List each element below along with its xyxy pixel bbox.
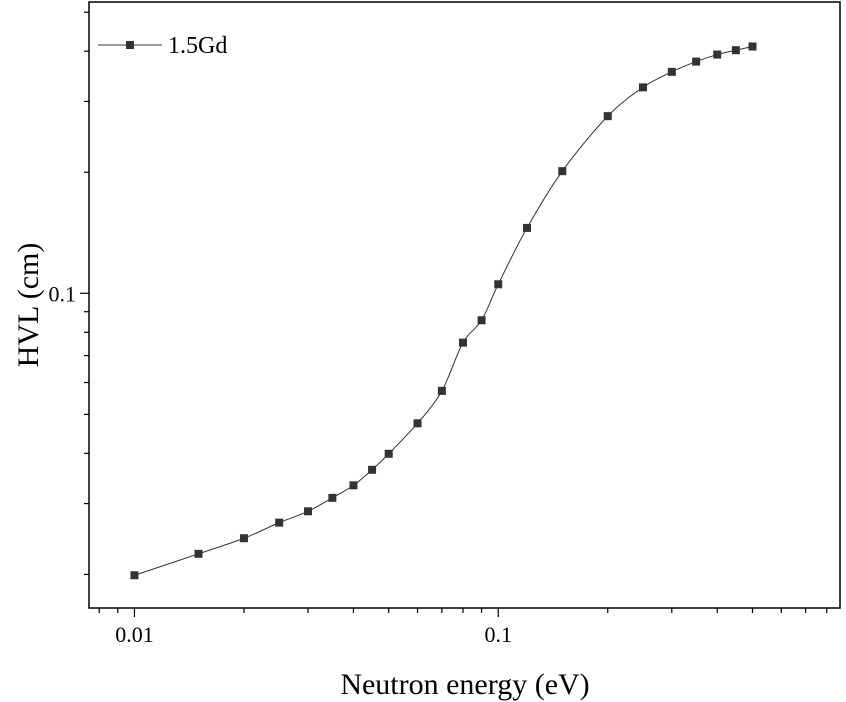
x-axis-ticks: 0.01 0.1 bbox=[98, 608, 828, 647]
data-point bbox=[458, 338, 467, 347]
data-point bbox=[731, 46, 740, 55]
data-point bbox=[328, 493, 337, 502]
y-axis-title: HVL (cm) bbox=[12, 243, 45, 368]
data-point bbox=[713, 50, 722, 59]
y-axis-ticks: 0.1 bbox=[49, 11, 89, 575]
data-point bbox=[748, 42, 757, 51]
data-point bbox=[477, 316, 486, 325]
data-point bbox=[638, 83, 647, 92]
data-point bbox=[349, 481, 358, 490]
x-axis-title: Neutron energy (eV) bbox=[340, 668, 589, 701]
data-point bbox=[692, 57, 701, 66]
series-line bbox=[134, 46, 753, 576]
x-tick-label: 0.01 bbox=[115, 622, 154, 647]
data-point bbox=[667, 67, 676, 76]
data-point bbox=[194, 549, 203, 558]
plot-frame bbox=[88, 1, 841, 609]
x-tick-label: 0.1 bbox=[484, 622, 512, 647]
data-point bbox=[239, 534, 248, 543]
legend: 1.5Gd bbox=[98, 33, 227, 59]
data-point bbox=[384, 449, 393, 458]
data-point bbox=[494, 280, 503, 289]
legend-marker bbox=[126, 41, 134, 49]
data-point bbox=[413, 419, 422, 428]
data-point bbox=[130, 571, 139, 580]
data-point bbox=[275, 518, 284, 527]
series-markers bbox=[130, 42, 757, 580]
data-point bbox=[523, 223, 532, 232]
data-point bbox=[603, 112, 612, 121]
data-point bbox=[558, 167, 567, 176]
data-point bbox=[368, 465, 377, 474]
y-tick-label: 0.1 bbox=[49, 281, 77, 306]
legend-label: 1.5Gd bbox=[168, 33, 227, 59]
data-point bbox=[304, 507, 313, 516]
data-point bbox=[437, 386, 446, 395]
